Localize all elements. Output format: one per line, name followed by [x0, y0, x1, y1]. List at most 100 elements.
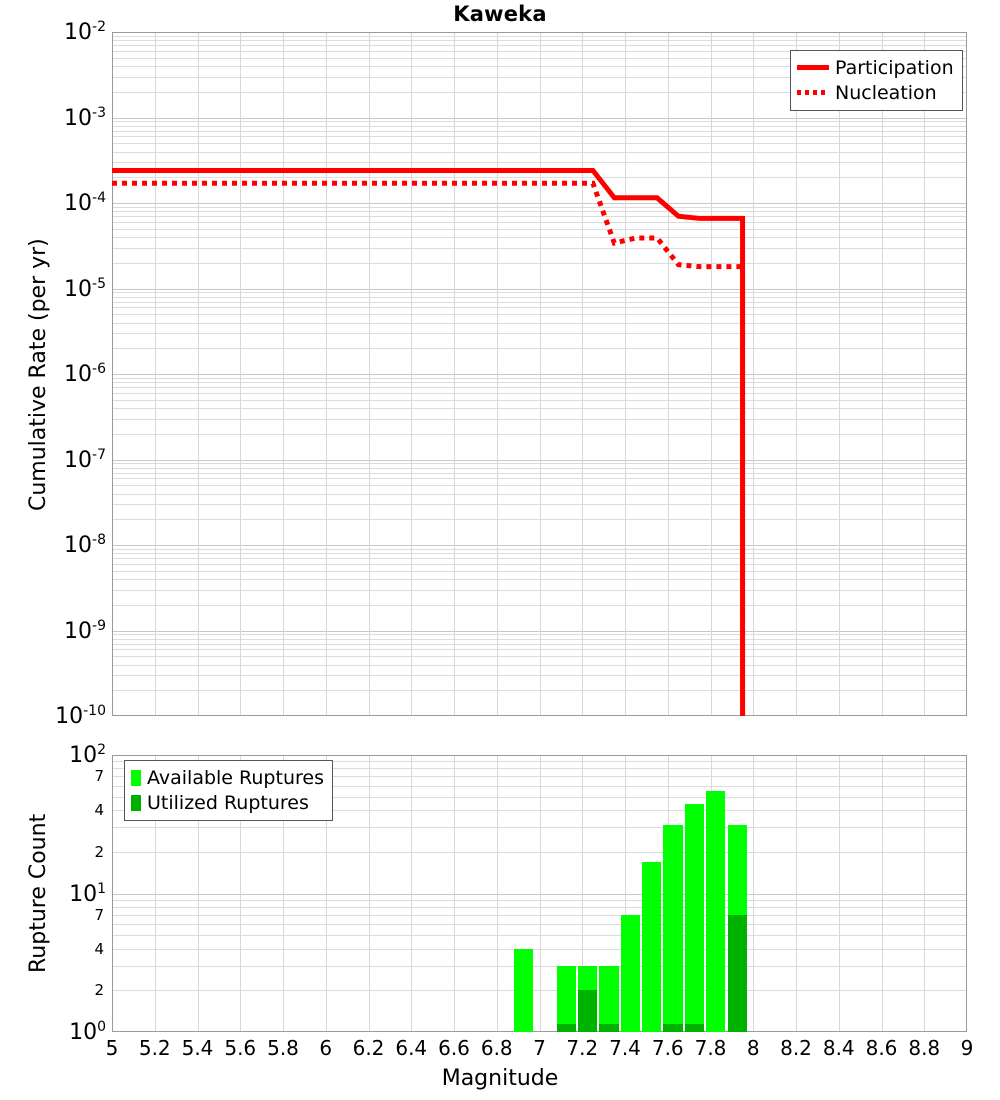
gridline-vertical [838, 756, 840, 1031]
bar-available-ruptures [556, 965, 576, 1032]
gridline-vertical [454, 33, 455, 715]
x-tick-label: 7.6 [651, 1036, 684, 1060]
legend-item-nucleation: Nucleation [797, 80, 954, 105]
legend-label-participation: Participation [835, 56, 954, 79]
gridline-vertical [496, 756, 498, 1031]
gridline-vertical [924, 33, 926, 715]
x-tick-label: 8.2 [780, 1036, 812, 1060]
gridline-vertical [539, 33, 541, 715]
bottom-y-axis-label: Rupture Count [26, 813, 51, 973]
bar-available-ruptures [599, 965, 619, 1032]
gridline-vertical [283, 756, 284, 1031]
page-title: Kaweka [453, 2, 547, 26]
nucleation-line-icon [797, 90, 829, 95]
gridline-vertical [368, 756, 370, 1031]
y-tick-label: 102 [69, 741, 106, 769]
gridline-vertical [112, 756, 113, 1031]
gridline-vertical [154, 756, 156, 1031]
legend-item-available-ruptures: Available Ruptures [131, 765, 324, 790]
gridline-vertical [625, 756, 626, 1031]
bar-utilized-ruptures [727, 914, 747, 1032]
bar-utilized-ruptures [577, 990, 598, 1032]
gridline-vertical [368, 33, 370, 715]
y-tick-label-minor: 2 [94, 981, 104, 1000]
curve-participation [112, 167, 746, 716]
gridline-vertical [881, 756, 883, 1031]
gridline-vertical [625, 33, 626, 715]
gridline-vertical [881, 33, 883, 715]
gridline-vertical [582, 33, 584, 715]
gridline-vertical [838, 33, 840, 715]
y-tick-label: 10-2 [64, 18, 106, 46]
x-tick-label: 8 [746, 1036, 760, 1060]
utilized-ruptures-swatch-icon [131, 794, 141, 811]
available-ruptures-swatch-icon [131, 769, 141, 786]
gridline-vertical [924, 756, 926, 1031]
gridline-vertical [539, 756, 541, 1031]
x-tick-label: 6.2 [352, 1036, 385, 1060]
gridline-vertical [411, 33, 413, 715]
y-tick-label-minor: 4 [94, 801, 104, 820]
gridline-vertical [582, 756, 584, 1031]
gridline-vertical [454, 756, 455, 1031]
legend-label-utilized-ruptures: Utilized Ruptures [147, 791, 309, 814]
x-tick-label: 9 [960, 1036, 974, 1060]
y-tick-label: 10-8 [64, 531, 106, 559]
x-tick-label: 5.8 [267, 1036, 299, 1060]
legend-item-utilized-ruptures: Utilized Ruptures [131, 790, 324, 815]
gridline-vertical [753, 756, 755, 1031]
x-tick-label: 7.4 [609, 1036, 641, 1060]
x-tick-label: 8.8 [908, 1036, 941, 1060]
cumulative-rate-plot [112, 32, 967, 716]
bar-available-ruptures [513, 948, 534, 1032]
y-tick-label: 100 [69, 1018, 106, 1046]
bar-available-ruptures [620, 914, 640, 1032]
x-tick-label: 6.4 [395, 1036, 428, 1060]
bottom-legend: Available Ruptures Utilized Ruptures [124, 760, 333, 821]
bar-available-ruptures [577, 965, 598, 1032]
y-tick-label: 101 [69, 880, 106, 907]
x-axis-label: Magnitude [441, 1066, 559, 1091]
x-tick-label: 6.8 [480, 1036, 513, 1060]
gridline-vertical [154, 33, 156, 715]
legend-label-available-ruptures: Available Ruptures [147, 766, 324, 789]
y-tick-label: 10-6 [64, 360, 106, 388]
gridline-vertical [496, 33, 498, 715]
gridline-vertical [240, 756, 242, 1031]
bar-available-ruptures [727, 825, 747, 1032]
legend-label-nucleation: Nucleation [835, 81, 937, 104]
y-tick-label-minor: 4 [94, 939, 104, 958]
x-tick-label: 5 [105, 1036, 119, 1060]
bar-utilized-ruptures [556, 1023, 576, 1032]
x-tick-label: 6 [319, 1036, 333, 1060]
x-tick-label: 7.2 [566, 1036, 599, 1060]
gridline-vertical [325, 33, 327, 715]
x-tick-label: 5.4 [181, 1036, 214, 1060]
x-tick-label: 8.4 [822, 1036, 855, 1060]
gridline-vertical [197, 33, 199, 715]
bar-utilized-ruptures [684, 1023, 705, 1032]
gridline-vertical [411, 756, 413, 1031]
gridline-vertical [710, 33, 712, 715]
y-tick-label-minor: 7 [94, 905, 104, 924]
bar-available-ruptures [706, 790, 726, 1032]
y-tick-label-minor: 2 [94, 842, 104, 861]
y-tick-label: 10-7 [64, 446, 106, 473]
bar-available-ruptures [663, 825, 683, 1032]
gridline-vertical [283, 33, 284, 715]
gridline-vertical [197, 756, 199, 1031]
top-legend: Participation Nucleation [790, 50, 963, 111]
x-tick-label: 8.6 [865, 1036, 898, 1060]
participation-line-icon [797, 65, 829, 70]
bar-available-ruptures [642, 861, 662, 1032]
bar-available-ruptures [684, 804, 705, 1032]
x-tick-label: 7.8 [694, 1036, 727, 1060]
gridline-vertical [240, 33, 242, 715]
y-tick-label-minor: 7 [94, 767, 104, 786]
y-tick-label: 10-9 [64, 617, 106, 644]
bar-utilized-ruptures [663, 1023, 683, 1032]
x-tick-label: 5.2 [138, 1036, 171, 1060]
curve-nucleation [112, 180, 746, 716]
x-tick-label: 6.6 [438, 1036, 470, 1060]
